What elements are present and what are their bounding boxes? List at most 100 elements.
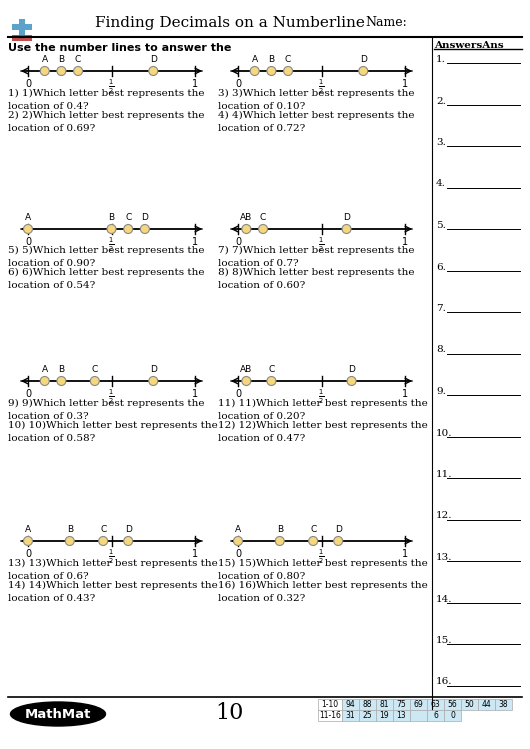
- Text: $\frac{1}{2}$: $\frac{1}{2}$: [319, 236, 325, 254]
- Bar: [342, 699, 359, 710]
- Text: 1: 1: [402, 237, 408, 247]
- Text: AB: AB: [240, 365, 252, 374]
- Bar: [376, 710, 393, 721]
- Circle shape: [242, 377, 251, 386]
- Text: C: C: [260, 213, 266, 222]
- Text: 15.: 15.: [436, 636, 453, 645]
- Text: 1: 1: [192, 549, 198, 559]
- Bar: [359, 699, 376, 710]
- Text: A: A: [252, 55, 258, 64]
- Text: 69: 69: [413, 700, 423, 709]
- Text: C: C: [310, 525, 316, 534]
- Text: 3) 3)Which letter best represents the: 3) 3)Which letter best represents the: [218, 89, 414, 98]
- Circle shape: [267, 67, 276, 76]
- Text: 50: 50: [465, 700, 474, 709]
- Circle shape: [267, 377, 276, 386]
- Text: location of 0.90?: location of 0.90?: [8, 259, 95, 268]
- Text: 15) 15)Which letter best represents the: 15) 15)Which letter best represents the: [218, 559, 428, 568]
- Text: B: B: [268, 55, 275, 64]
- Text: A: A: [25, 525, 31, 534]
- Text: 4.: 4.: [436, 180, 446, 189]
- Text: 1.: 1.: [436, 55, 446, 64]
- Text: 12.: 12.: [436, 512, 453, 521]
- Text: D: D: [150, 365, 157, 374]
- Text: 7) 7)Which letter best represents the: 7) 7)Which letter best represents the: [218, 246, 414, 255]
- Text: 0: 0: [25, 79, 31, 89]
- Text: 16) 16)Which letter best represents the: 16) 16)Which letter best represents the: [218, 581, 428, 590]
- Text: $\frac{1}{2}$: $\frac{1}{2}$: [108, 78, 114, 96]
- Text: 1: 1: [192, 237, 198, 247]
- Bar: [444, 710, 461, 721]
- Text: 1: 1: [192, 79, 198, 89]
- Bar: [376, 699, 393, 710]
- Circle shape: [242, 225, 251, 234]
- Text: 13: 13: [396, 711, 407, 720]
- Bar: [318, 699, 342, 710]
- Circle shape: [74, 67, 83, 76]
- Text: A: A: [25, 213, 31, 222]
- Text: 88: 88: [363, 700, 372, 709]
- Circle shape: [149, 377, 158, 386]
- Circle shape: [149, 67, 158, 76]
- Text: 11) 11)Which letter best represents the: 11) 11)Which letter best represents the: [218, 399, 428, 408]
- Text: 11-16: 11-16: [319, 711, 341, 720]
- Text: AnswersAns: AnswersAns: [434, 41, 504, 50]
- Text: 10: 10: [216, 702, 244, 724]
- Text: 7.: 7.: [436, 304, 446, 313]
- Bar: [12, 24, 32, 30]
- Text: $\frac{1}{2}$: $\frac{1}{2}$: [319, 548, 325, 566]
- Text: 25: 25: [363, 711, 372, 720]
- Text: A: A: [235, 525, 241, 534]
- Circle shape: [259, 225, 268, 234]
- Text: 16.: 16.: [436, 678, 453, 687]
- Text: $\frac{1}{2}$: $\frac{1}{2}$: [319, 388, 325, 406]
- Circle shape: [65, 536, 74, 545]
- Text: 75: 75: [396, 700, 407, 709]
- Circle shape: [99, 536, 108, 545]
- Text: C: C: [100, 525, 107, 534]
- Text: 11.: 11.: [436, 470, 453, 479]
- Bar: [393, 710, 410, 721]
- Text: $\frac{1}{2}$: $\frac{1}{2}$: [108, 236, 114, 254]
- Text: 9) 9)Which letter best represents the: 9) 9)Which letter best represents the: [8, 399, 205, 408]
- Ellipse shape: [11, 702, 105, 726]
- Circle shape: [347, 377, 356, 386]
- Text: 38: 38: [499, 700, 508, 709]
- Text: $\frac{1}{2}$: $\frac{1}{2}$: [319, 78, 325, 96]
- Circle shape: [107, 225, 116, 234]
- Text: C: C: [268, 365, 275, 374]
- Bar: [318, 710, 342, 721]
- Circle shape: [342, 225, 351, 234]
- Text: 3.: 3.: [436, 138, 446, 147]
- Bar: [410, 699, 427, 710]
- Text: A: A: [42, 55, 48, 64]
- Text: location of 0.32?: location of 0.32?: [218, 594, 305, 603]
- Text: location of 0.20?: location of 0.20?: [218, 412, 305, 421]
- Bar: [495, 699, 512, 710]
- Circle shape: [90, 377, 99, 386]
- Bar: [461, 699, 478, 710]
- Text: 6.: 6.: [436, 262, 446, 271]
- Text: 0: 0: [25, 549, 31, 559]
- Text: D: D: [360, 55, 367, 64]
- Text: location of 0.6?: location of 0.6?: [8, 572, 89, 581]
- Text: D: D: [125, 525, 131, 534]
- Text: 0: 0: [235, 549, 241, 559]
- Bar: [444, 699, 461, 710]
- Circle shape: [40, 67, 49, 76]
- Text: 1: 1: [402, 389, 408, 399]
- Text: 2) 2)Which letter best represents the: 2) 2)Which letter best represents the: [8, 111, 205, 120]
- Circle shape: [23, 225, 32, 234]
- Text: location of 0.58?: location of 0.58?: [8, 434, 95, 443]
- Text: location of 0.43?: location of 0.43?: [8, 594, 95, 603]
- Text: location of 0.7?: location of 0.7?: [218, 259, 298, 268]
- Circle shape: [140, 225, 149, 234]
- Text: 13.: 13.: [436, 553, 453, 562]
- Text: location of 0.60?: location of 0.60?: [218, 281, 305, 290]
- Text: 10.: 10.: [436, 428, 453, 437]
- Text: 0: 0: [25, 389, 31, 399]
- Text: 56: 56: [448, 700, 457, 709]
- Text: 13) 13)Which letter best represents the: 13) 13)Which letter best represents the: [8, 559, 218, 568]
- Text: A: A: [42, 365, 48, 374]
- Circle shape: [334, 536, 343, 545]
